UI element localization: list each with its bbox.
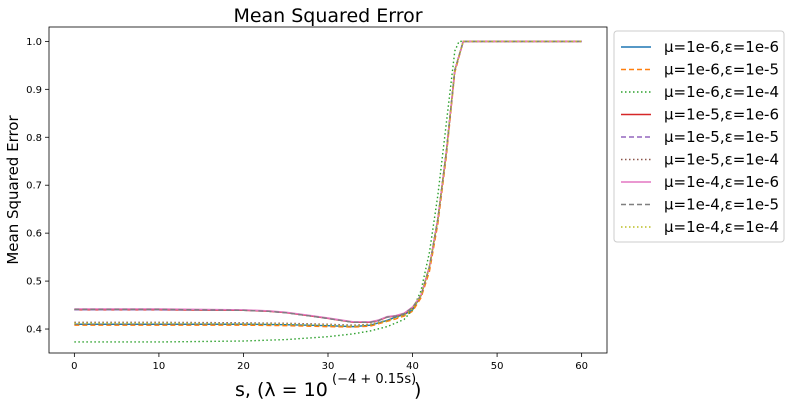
legend-label-3: μ=1e-6,ε=1e-4	[664, 83, 779, 101]
series-line-9	[74, 40, 582, 327]
series-layer	[74, 40, 582, 343]
y-tick-label: 0.9	[26, 85, 42, 96]
x-tick-label: 30	[322, 361, 335, 372]
y-axis-label: Mean Squared Error	[4, 115, 22, 265]
legend: μ=1e-6,ε=1e-6 μ=1e-6,ε=1e-5 μ=1e-6,ε=1e-4 μ…	[613, 30, 785, 243]
x-tick-label: 50	[491, 361, 504, 372]
y-tick-label: 0.8	[26, 133, 42, 144]
x-axis-label: s, (λ = 10 (−4 + 0.15s) )	[235, 372, 421, 401]
legend-label-6: μ=1e-5,ε=1e-4	[664, 151, 779, 169]
legend-label-8: μ=1e-4,ε=1e-5	[664, 196, 779, 214]
legend-box	[613, 30, 785, 243]
y-tick-label: 1.0	[26, 37, 42, 48]
x-tick-label: 40	[406, 361, 419, 372]
legend-label-2: μ=1e-6,ε=1e-5	[664, 61, 779, 79]
x-axis: 0 10 20 30 40 50 60	[71, 353, 588, 372]
series-line-3	[74, 40, 582, 343]
y-tick-label: 0.7	[26, 181, 42, 192]
legend-label-7: μ=1e-4,ε=1e-6	[664, 173, 779, 191]
x-tick-label: 0	[71, 361, 77, 372]
x-tick-label: 60	[575, 361, 588, 372]
y-tick-label: 0.4	[26, 325, 42, 336]
legend-label-9: μ=1e-4,ε=1e-4	[664, 218, 779, 236]
plot-area	[48, 26, 608, 354]
chart-title: Mean Squared Error	[233, 5, 422, 27]
legend-label-4: μ=1e-5,ε=1e-6	[664, 106, 779, 124]
y-tick-label: 0.6	[26, 229, 42, 240]
x-tick-label: 20	[237, 361, 250, 372]
x-axis-label-main: s, (λ = 10	[235, 379, 328, 401]
legend-label-5: μ=1e-5,ε=1e-5	[664, 128, 779, 146]
x-axis-label-exponent: (−4 + 0.15s)	[332, 372, 416, 387]
x-axis-label-close: )	[414, 379, 421, 401]
y-tick-label: 0.5	[26, 277, 42, 288]
x-tick-label: 10	[153, 361, 166, 372]
legend-label-1: μ=1e-6,ε=1e-6	[664, 38, 779, 56]
y-axis: 0.4 0.5 0.6 0.7 0.8 0.9 1.0	[26, 37, 49, 336]
